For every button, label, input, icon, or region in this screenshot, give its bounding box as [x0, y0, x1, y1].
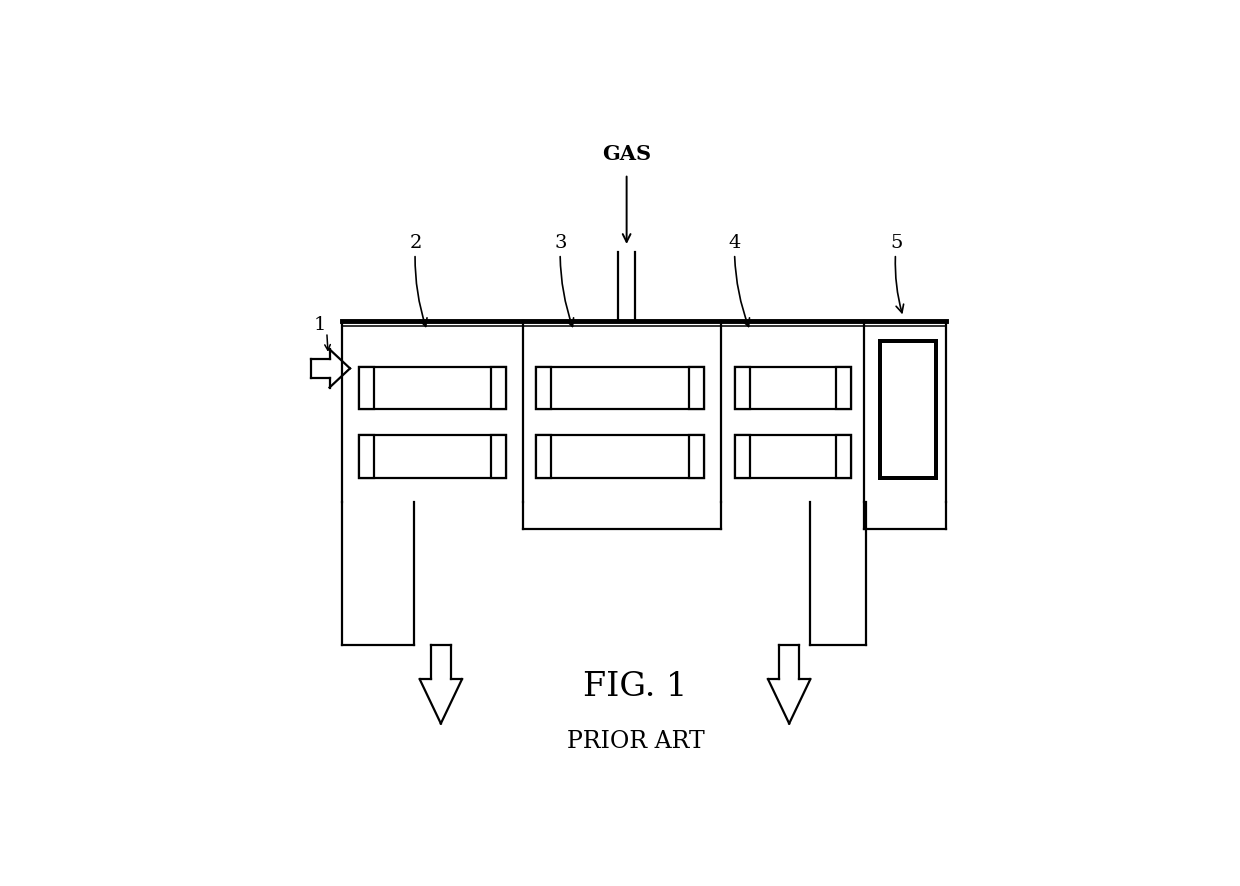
Bar [491, 436, 506, 478]
Text: GAS: GAS [603, 144, 651, 164]
Bar [537, 368, 704, 410]
Bar [836, 368, 851, 410]
Bar [734, 368, 749, 410]
Bar [836, 436, 851, 478]
Bar [734, 436, 749, 478]
Text: 2: 2 [409, 234, 427, 327]
Bar [358, 368, 374, 410]
Text: FIG. 1: FIG. 1 [583, 670, 688, 703]
Bar [734, 368, 851, 410]
Bar [688, 368, 704, 410]
Bar [688, 436, 704, 478]
Bar [734, 436, 851, 478]
Bar [491, 368, 506, 410]
Bar [537, 436, 552, 478]
Text: 4: 4 [728, 234, 749, 327]
Text: 3: 3 [554, 234, 574, 327]
Bar [880, 342, 936, 478]
Text: PRIOR ART: PRIOR ART [567, 729, 704, 752]
Text: 1: 1 [314, 315, 326, 334]
Bar [537, 368, 552, 410]
Bar [358, 436, 506, 478]
Text: 5: 5 [890, 234, 904, 314]
Bar [358, 436, 374, 478]
Bar [537, 436, 704, 478]
Bar [358, 368, 506, 410]
